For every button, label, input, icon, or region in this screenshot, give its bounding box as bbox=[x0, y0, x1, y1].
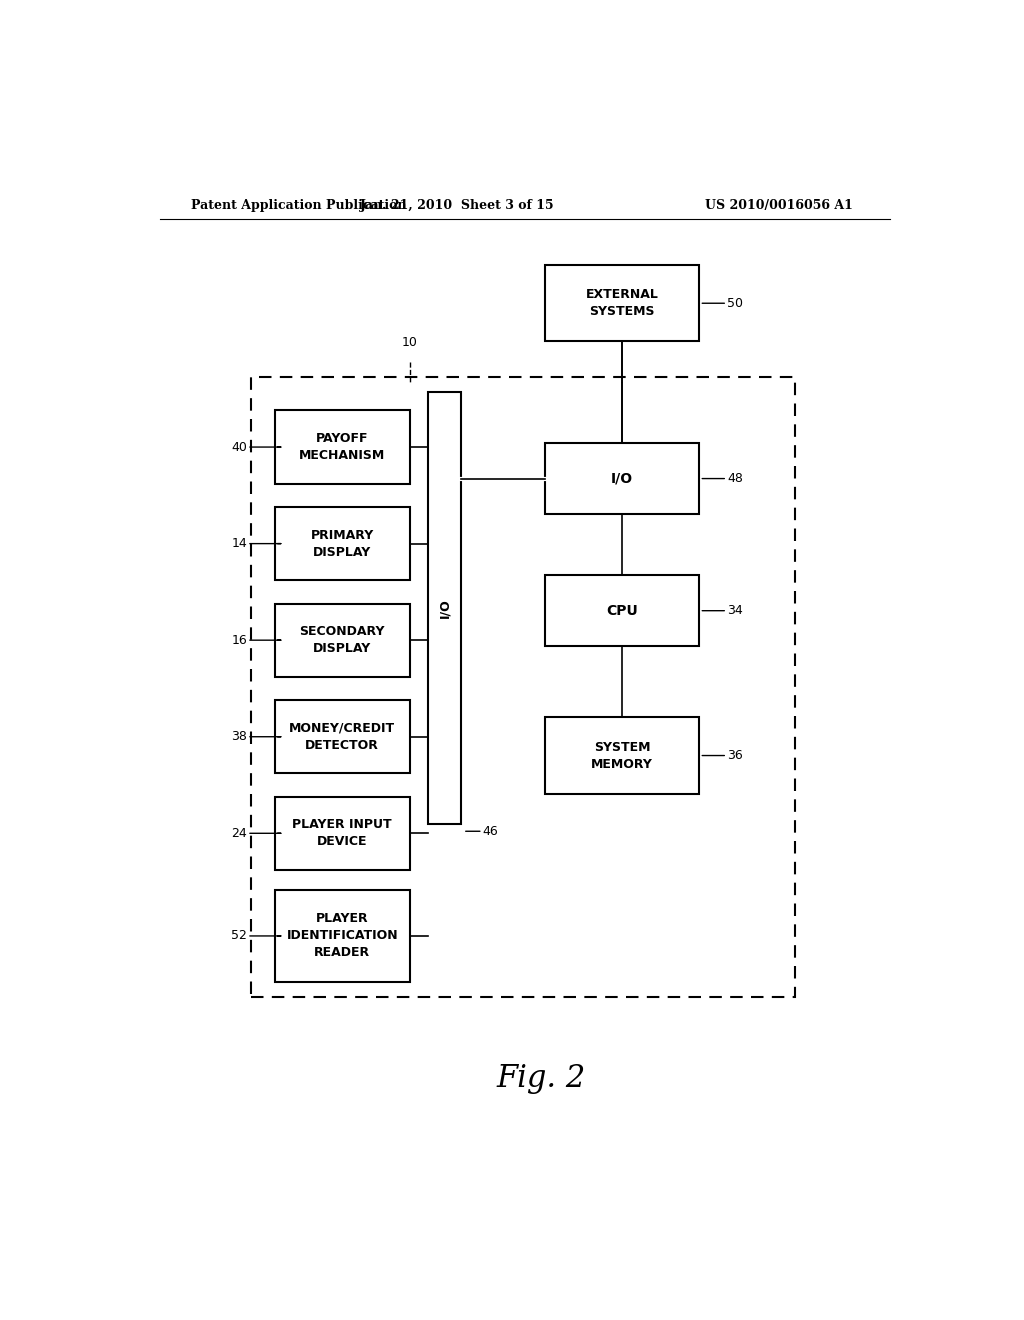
Bar bbox=[274, 411, 410, 483]
Bar bbox=[251, 378, 795, 997]
Bar bbox=[274, 890, 410, 982]
Bar bbox=[545, 444, 699, 515]
Text: 36: 36 bbox=[727, 748, 743, 762]
Text: 24: 24 bbox=[231, 826, 247, 840]
Text: US 2010/0016056 A1: US 2010/0016056 A1 bbox=[705, 198, 853, 211]
Text: 34: 34 bbox=[727, 605, 743, 618]
Text: MONEY/CREDIT
DETECTOR: MONEY/CREDIT DETECTOR bbox=[289, 722, 395, 751]
Text: 52: 52 bbox=[231, 929, 247, 942]
Bar bbox=[274, 700, 410, 774]
Text: 16: 16 bbox=[231, 634, 247, 647]
Text: I/O: I/O bbox=[438, 598, 452, 618]
Text: CPU: CPU bbox=[606, 603, 638, 618]
Text: 46: 46 bbox=[482, 825, 499, 838]
Text: PLAYER INPUT
DEVICE: PLAYER INPUT DEVICE bbox=[293, 818, 392, 849]
Text: SYSTEM
MEMORY: SYSTEM MEMORY bbox=[591, 741, 653, 771]
Text: Fig. 2: Fig. 2 bbox=[496, 1063, 586, 1094]
Text: Jan. 21, 2010  Sheet 3 of 15: Jan. 21, 2010 Sheet 3 of 15 bbox=[360, 198, 555, 211]
Text: 38: 38 bbox=[231, 730, 247, 743]
Bar bbox=[545, 718, 699, 793]
Text: 14: 14 bbox=[231, 537, 247, 550]
Bar bbox=[274, 507, 410, 581]
Text: PAYOFF
MECHANISM: PAYOFF MECHANISM bbox=[299, 432, 385, 462]
Text: 10: 10 bbox=[401, 337, 418, 350]
Bar bbox=[545, 576, 699, 647]
Bar bbox=[274, 603, 410, 677]
Bar bbox=[428, 392, 461, 824]
Text: PRIMARY
DISPLAY: PRIMARY DISPLAY bbox=[310, 528, 374, 558]
Text: 40: 40 bbox=[231, 441, 247, 454]
Text: PLAYER
IDENTIFICATION
READER: PLAYER IDENTIFICATION READER bbox=[287, 912, 398, 960]
Bar bbox=[545, 265, 699, 342]
Text: EXTERNAL
SYSTEMS: EXTERNAL SYSTEMS bbox=[586, 288, 658, 318]
Text: 48: 48 bbox=[727, 473, 743, 484]
Text: I/O: I/O bbox=[611, 471, 633, 486]
Text: SECONDARY
DISPLAY: SECONDARY DISPLAY bbox=[300, 626, 385, 655]
Bar bbox=[274, 797, 410, 870]
Text: Patent Application Publication: Patent Application Publication bbox=[191, 198, 407, 211]
Text: 50: 50 bbox=[727, 297, 743, 310]
